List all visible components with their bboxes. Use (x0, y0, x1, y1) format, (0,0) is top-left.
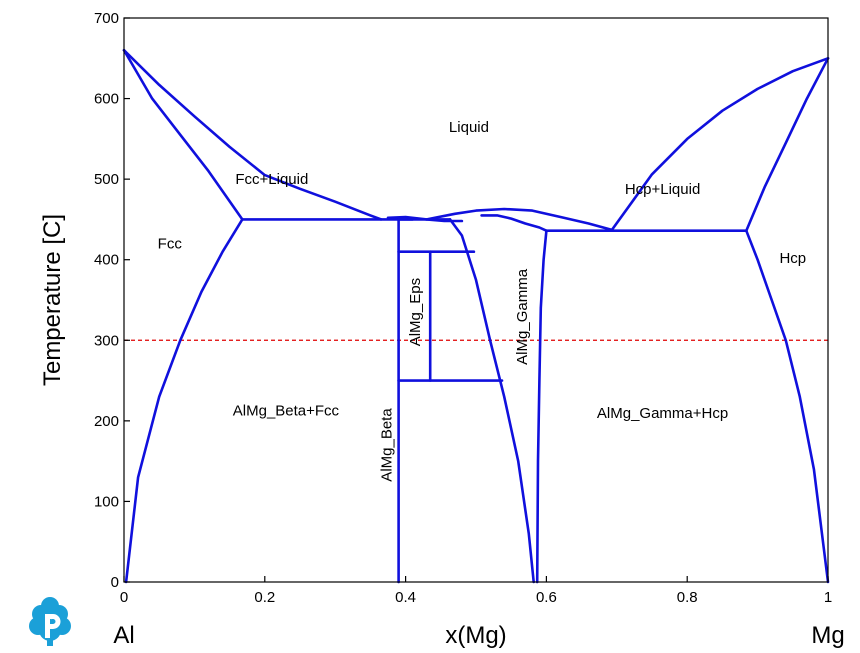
x-tick-label: 0.2 (254, 589, 275, 606)
x-tick-label: 0.4 (395, 589, 416, 606)
right-end-label-mg: Mg (811, 622, 844, 649)
y-tick-label: 300 (94, 332, 119, 349)
phase-boundary-line-1 (122, 48, 383, 221)
region-label-hcp-liquid: Hcp+Liquid (625, 181, 700, 198)
x-tick-label: 0 (120, 589, 128, 606)
y-tick-label: 400 (94, 252, 119, 269)
phase-boundary-line-3 (124, 218, 244, 584)
y-tick-label: 500 (94, 171, 119, 188)
y-tick-label: 200 (94, 413, 119, 430)
phase-boundary-line-9 (535, 229, 548, 584)
region-label-almg-beta-fcc: AlMg_Beta+Fcc (233, 402, 340, 419)
phase-boundary-line-7 (448, 218, 536, 584)
region-label-almg-eps: AlMg_Eps (407, 278, 424, 346)
phase-boundary-line-8 (480, 214, 548, 232)
phase-boundary-layer (122, 48, 830, 584)
x-axis-title: x(Mg) (445, 622, 506, 649)
x-tick-label: 1 (824, 589, 832, 606)
y-axis-title: Temperature [C] (39, 214, 66, 386)
region-label-almg-gamma: AlMg_Gamma (514, 268, 531, 365)
y-tick-label: 0 (111, 574, 119, 591)
axis-ticks-layer: 0 0.2 0.4 0.6 0.8 1 0 100 200 300 400 500 600 700 (94, 10, 832, 606)
x-tick-label: 0.6 (536, 589, 557, 606)
left-end-label-al: Al (113, 622, 134, 649)
y-tick-label: 100 (94, 493, 119, 510)
phase-boundary-line-13 (744, 229, 830, 584)
y-tick-label: 700 (94, 10, 119, 27)
region-label-almg-gamma-hcp: AlMg_Gamma+Hcp (597, 405, 728, 422)
phase-boundary-line-11 (610, 56, 830, 232)
region-label-hcp: Hcp (779, 250, 806, 267)
phase-boundary-line-6 (425, 207, 614, 232)
region-label-fcc-liquid: Fcc+Liquid (235, 171, 308, 188)
logo-icon (29, 597, 71, 646)
region-label-liquid: Liquid (449, 119, 489, 136)
region-label-fcc: Fcc (158, 236, 183, 253)
phase-boundary-line-2 (122, 48, 244, 221)
region-label-almg-beta: AlMg_Beta (379, 408, 396, 482)
phase-boundary-line-12 (744, 56, 830, 232)
region-labels-layer: Liquid Fcc+Liquid Fcc Hcp+Liquid Hcp AlMg_Bet… (158, 119, 806, 482)
plot-frame (123, 17, 829, 583)
x-tick-label: 0.8 (677, 589, 698, 606)
y-tick-label: 600 (94, 91, 119, 108)
